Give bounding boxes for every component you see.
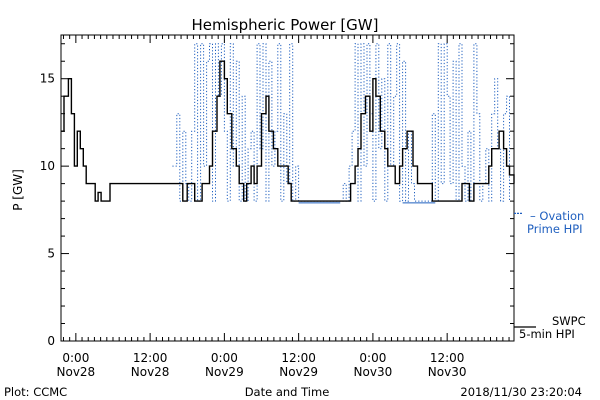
x-tick-date-label: Nov30 [428, 365, 467, 379]
x-tick-label: 0:00 [359, 351, 386, 365]
plot-timestamp: 2018/11/30 23:20:04 [460, 385, 582, 399]
x-tick-label: 12:00 [133, 351, 168, 365]
y-tick-label: 15 [40, 72, 55, 86]
y-tick-label: 5 [47, 247, 55, 261]
y-axis: 0 5 10 15 [40, 43, 514, 348]
x-tick-label: 0:00 [211, 351, 238, 365]
swpc-series-line [61, 60, 515, 202]
x-tick-label: 0:00 [62, 351, 89, 365]
y-tick-label: 10 [40, 159, 55, 173]
x-tick-date-label: Nov29 [205, 365, 244, 379]
x-tick-label: 12:00 [430, 351, 465, 365]
x-tick-date-label: Nov28 [57, 365, 96, 379]
chart-title: Hemispheric Power [GW] [192, 16, 379, 34]
plot-frame [60, 34, 515, 342]
y-tick-label: 0 [47, 334, 55, 348]
x-axis-label: Date and Time [245, 385, 330, 399]
ovation-prime-series-line [172, 43, 510, 202]
x-tick-label: 12:00 [281, 351, 316, 365]
x-tick-date-label: Nov28 [131, 365, 170, 379]
ovation-legend-line2: Prime HPI [527, 222, 583, 236]
x-tick-date-label: Nov30 [354, 365, 393, 379]
x-axis: 0:00Nov2812:00Nov280:00Nov2912:00Nov290:… [57, 35, 510, 379]
swpc-legend-line2: 5-min HPI [519, 327, 575, 341]
plot-credit: Plot: CCMC [4, 385, 67, 399]
series-layer [61, 43, 515, 204]
x-tick-date-label: Nov29 [279, 365, 318, 379]
ovation-legend-line1: – Ovation [530, 209, 584, 223]
swpc-legend-line1: SWPC [552, 314, 586, 328]
y-axis-label: P [GW] [11, 169, 25, 211]
